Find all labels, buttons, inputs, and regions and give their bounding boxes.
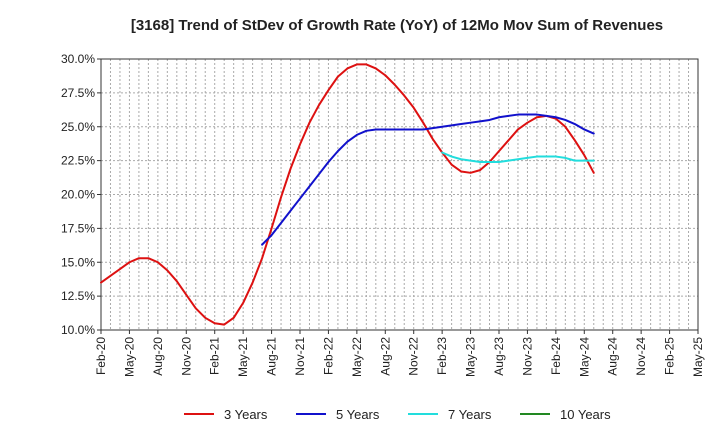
grid: [101, 59, 698, 330]
x-tick-label: Nov-22: [407, 337, 421, 376]
x-tick-label: Nov-20: [179, 337, 193, 376]
legend: 3 Years 5 Years 7 Years 10 Years: [184, 407, 611, 422]
chart-title: [3168] Trend of StDev of Growth Rate (Yo…: [131, 17, 663, 34]
x-tick-label: Feb-21: [208, 337, 222, 375]
y-tick-label: 25.0%: [61, 120, 95, 134]
series-lines: [100, 63, 595, 326]
x-tick-label: Feb-24: [549, 337, 563, 375]
legend-label: 10 Years: [560, 407, 611, 422]
x-tick-label: May-20: [122, 337, 136, 377]
series-line-3-years: [100, 63, 595, 326]
x-tick-label: Nov-23: [520, 337, 534, 376]
x-tick-label: Nov-21: [293, 337, 307, 376]
series-line-5-years: [261, 113, 595, 246]
x-tick-label: May-21: [236, 337, 250, 377]
legend-label: 7 Years: [448, 407, 492, 422]
x-tick-label: May-24: [577, 337, 591, 377]
series-line-7-years: [441, 151, 595, 163]
x-axis: Feb-20 May-20 Aug-20 Nov-20 Feb-21 May-21 Aug-…: [94, 330, 705, 377]
x-tick-label: Feb-25: [663, 337, 677, 375]
x-tick-label: Aug-22: [378, 337, 392, 376]
y-axis: 10.0% 12.5% 15.0% 17.5% 20.0% 22.5% 25.0% 27.5%…: [61, 52, 101, 337]
x-tick-label: Aug-23: [492, 337, 506, 376]
x-tick-label: Nov-24: [634, 337, 648, 376]
x-tick-label: Aug-20: [151, 337, 165, 376]
y-tick-label: 20.0%: [61, 188, 95, 202]
legend-label: 5 Years: [336, 407, 380, 422]
y-tick-label: 12.5%: [61, 289, 95, 303]
y-tick-label: 30.0%: [61, 52, 95, 66]
x-tick-label: Feb-20: [94, 337, 108, 375]
y-tick-label: 22.5%: [61, 154, 95, 168]
x-tick-label: Aug-21: [265, 337, 279, 376]
x-tick-label: Feb-23: [435, 337, 449, 375]
x-tick-label: May-23: [464, 337, 478, 377]
legend-label: 3 Years: [224, 407, 268, 422]
x-tick-label: May-25: [691, 337, 705, 377]
x-tick-label: May-22: [350, 337, 364, 377]
y-tick-label: 27.5%: [61, 86, 95, 100]
y-tick-label: 10.0%: [61, 323, 95, 337]
y-tick-label: 15.0%: [61, 255, 95, 269]
x-tick-label: Feb-22: [321, 337, 335, 375]
x-tick-label: Aug-24: [606, 337, 620, 376]
y-tick-label: 17.5%: [61, 221, 95, 235]
